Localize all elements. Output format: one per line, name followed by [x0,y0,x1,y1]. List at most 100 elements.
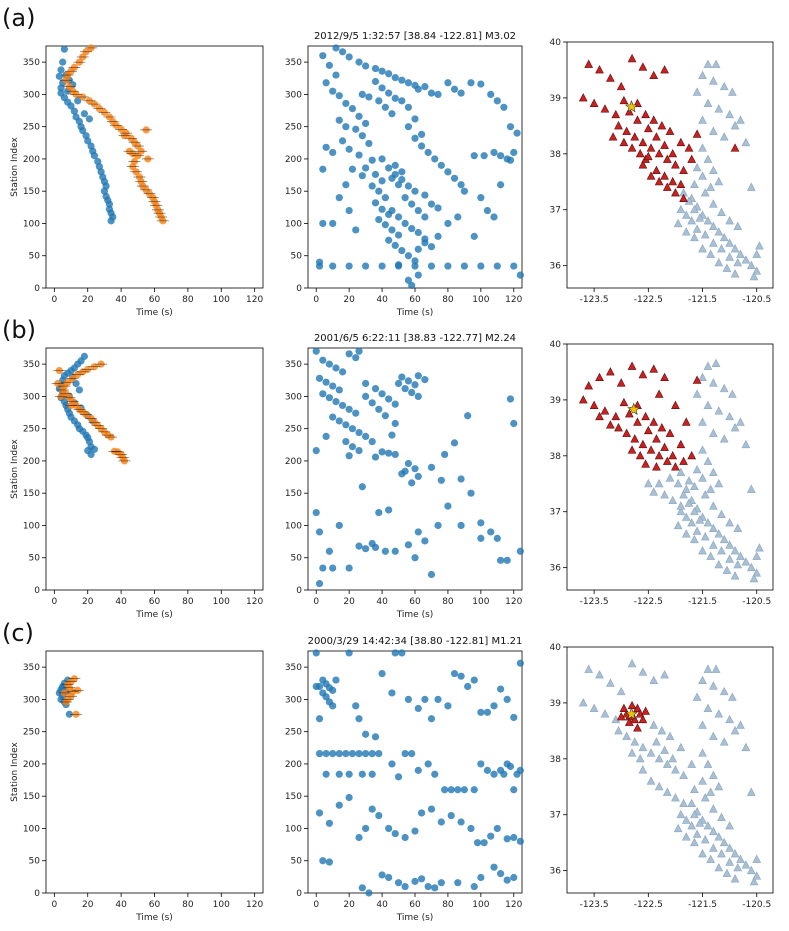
row-2-allpicks-point [345,350,353,358]
row-2-allpicks-point [427,570,436,579]
row-2-map-active-station-triangle [633,417,642,426]
row-1-allpicks-point [414,271,422,279]
row-1-allpicks-point [401,219,409,228]
row-1-allpicks-point [371,77,380,86]
row-1-map-station-triangle [733,221,743,230]
row-1-map-station-triangle [700,188,710,197]
row-1-picks-ytick-label: 200 [23,155,40,165]
row-1-allpicks-point [497,181,505,189]
row-2-map-station-triangle [733,523,743,532]
row-2-map-station-triangle [714,406,724,415]
row-2-allpicks-point [325,547,333,555]
row-3-map-station-triangle [679,798,688,807]
row-3-allpicks-point [490,702,498,710]
row-1-map-active-station-triangle [635,148,645,158]
row-3-map-active-station-triangle [624,717,634,726]
row-3-map-station-triangle [698,748,707,757]
row-1-map-active-station-triangle [660,140,669,149]
row-2-allpicks-point [497,556,505,564]
row-1-allpicks-point [450,174,459,182]
row-1-map-active-station-triangle [578,93,588,102]
row-3-allpicks-point [368,805,376,813]
row-3-map-station-triangle [606,678,615,687]
row-3-allpicks-point [427,805,436,813]
row-3-allpicks-point [490,770,498,778]
row-2-map-axes [563,343,774,594]
row-3-map-station-triangle [736,720,745,729]
row-1-picks-xlabel: Time (s) [135,308,173,318]
row-1-map-station-triangle [706,182,716,191]
row-2-map-active-station-triangle [600,406,610,415]
row-3-allpicks-point [378,871,386,879]
row-3-map-station-triangle [635,753,645,763]
row-1-map-active-station-triangle [652,132,661,141]
row-1-picks-ytick-label: 300 [23,90,40,100]
row-3-allpicks-point [322,750,330,758]
row-1-map-active-station-triangle [662,182,672,191]
row-2-picks-ytick-label: 0 [34,586,40,596]
row-2-allpicks-point [355,542,363,550]
row-1-allpicks-point [355,58,363,66]
row-2-map-station-triangle [736,417,745,426]
row-1-map-active-station-triangle [676,137,686,147]
row-1-map-ytick-label: 38 [550,150,562,160]
row-3-map-station-triangle [725,714,734,724]
row-2-map-active-station-triangle [622,428,631,437]
row-3-allpicks-point [441,786,449,794]
row-1-allpicks-point [457,89,465,97]
row-3-allpicks-point [315,750,324,758]
row-2-allpicks-xtick-label: 80 [442,597,454,607]
row-3-allpicks-point [335,801,343,809]
row-1-map-station-triangle [717,244,726,253]
row-3-map-station-triangle [681,815,691,824]
row-1-map-station-triangle [752,266,762,275]
row-3-map-station-triangle [736,854,745,863]
row-1-picks-ytick-label: 150 [23,187,40,197]
row-1-allpicks-point [490,213,498,221]
row-1-allpicks-point [335,92,343,100]
row-3-allpicks-point [358,884,366,892]
row-1-allpicks-point [457,181,465,189]
row-2-map-active-station-triangle [627,361,637,370]
row-3-map-frame [566,646,774,894]
row-2-allpicks-point [437,476,445,484]
row-2-map-station-triangle [741,439,751,449]
row-2-allpicks-point [506,395,515,403]
row-3-map-station-triangle [681,832,691,841]
row-2-map-xtick-label: -123.5 [580,597,609,607]
row-2-allpicks-point [345,405,353,413]
row-3-allpicks-point [437,818,445,826]
row-1-allpicks-point [335,116,343,124]
row-3-allpicks-point [483,708,492,716]
row-3-map-station-triangle [660,670,669,679]
row-1-allpicks-point [411,187,419,195]
row-2-allpicks-xtick-label: 0 [313,597,319,607]
row-1-allpicks-point [315,258,324,266]
row-3-map-station-triangle [741,742,751,752]
row-2-allpicks-point [345,452,353,460]
row-1-allpicks-xtick-label: 40 [376,295,388,305]
row-1-allpicks-point [398,168,406,176]
row-2-allpicks-point [338,368,347,376]
row-1-map-active-station-triangle [687,154,697,163]
row-1-picks-ytick-label: 250 [23,123,40,133]
row-3-allpicks-point [437,879,445,887]
row-1-map-active-station-triangle [638,160,648,169]
row-2-map-active-station-triangle [638,439,648,449]
row-3-map-ytick-label: 37 [550,811,561,821]
row-3-picks-xtick-label: 40 [115,900,127,910]
row-1-map-active-station-triangle [668,148,678,158]
row-2-map-active-station-triangle [652,462,661,471]
row-1-map-active-station-triangle [589,98,599,107]
row-2-map-ytick-label: 36 [550,564,562,574]
row-3-allpicks-point [345,649,353,657]
row-1-allpicks-point [401,194,409,202]
row-1-map-active-station-triangle [649,115,659,124]
row-2-allpicks-point [325,360,333,368]
row-2-allpicks-point [312,447,320,455]
row-2-map-active-station-triangle [671,462,680,471]
row-3-allpicks-point [513,770,521,778]
row-1-allpicks-point [319,219,327,228]
row-2-picks-ytick-label: 100 [23,521,40,531]
row-1-map-station-triangle [681,227,691,236]
